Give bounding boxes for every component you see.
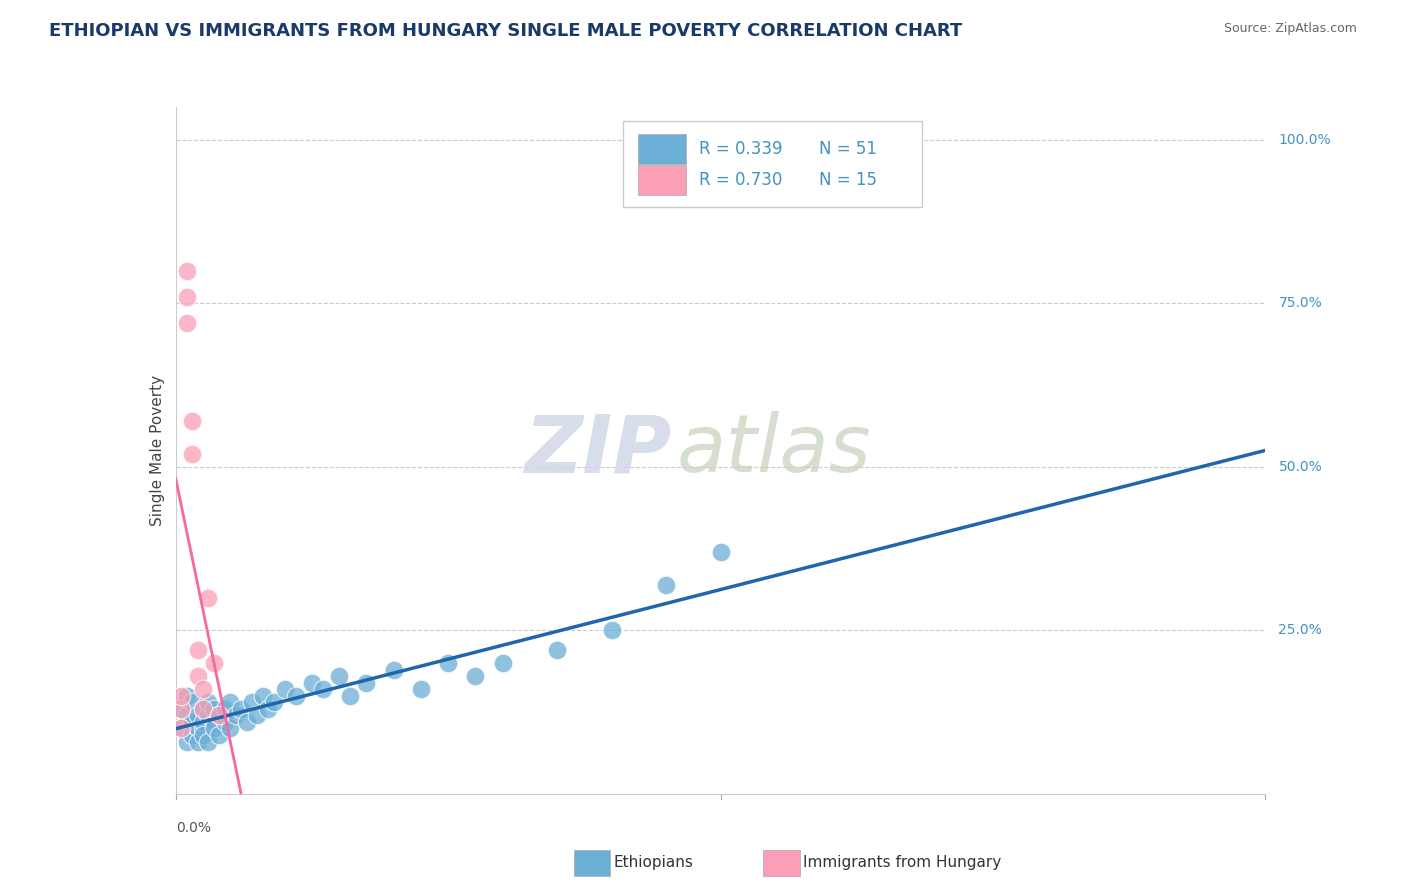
Point [231,702,253,716]
Point [186,722,209,736]
Point [176,734,198,748]
Point [219,695,242,709]
Point [176,689,198,703]
Text: ZIP: ZIP [524,411,672,490]
Point [202,722,225,736]
Text: N = 15: N = 15 [818,171,877,189]
Point [170,722,193,736]
Point [176,708,198,723]
Text: 25.0%: 25.0% [1278,624,1322,638]
Point [181,414,204,428]
Text: 0.0%: 0.0% [176,822,211,835]
Point [191,702,214,716]
Point [197,734,219,748]
Point [252,689,274,703]
Point [181,695,204,709]
Point [655,577,678,591]
Text: 50.0%: 50.0% [1278,459,1322,474]
Point [246,708,269,723]
Text: ETHIOPIAN VS IMMIGRANTS FROM HUNGARY SINGLE MALE POVERTY CORRELATION CHART: ETHIOPIAN VS IMMIGRANTS FROM HUNGARY SIN… [49,22,963,40]
Point [356,675,378,690]
Point [186,734,209,748]
Point [191,722,214,736]
Point [710,545,733,559]
Point [181,728,204,742]
Point [170,722,193,736]
Point [328,669,350,683]
Text: Ethiopians: Ethiopians [613,855,693,870]
Text: Immigrants from Hungary: Immigrants from Hungary [803,855,1001,870]
Text: atlas: atlas [678,411,872,490]
Point [191,714,214,729]
Point [191,682,214,697]
Point [240,695,263,709]
Point [191,728,214,742]
Point [186,708,209,723]
Point [208,708,231,723]
Point [176,290,198,304]
Point [464,669,486,683]
FancyBboxPatch shape [638,165,686,195]
FancyBboxPatch shape [623,120,922,207]
Point [202,702,225,716]
Text: Source: ZipAtlas.com: Source: ZipAtlas.com [1223,22,1357,36]
Point [301,675,323,690]
Point [170,702,193,716]
Point [409,682,432,697]
Text: R = 0.730: R = 0.730 [699,171,782,189]
Point [263,695,285,709]
Point [202,656,225,670]
FancyBboxPatch shape [638,134,686,164]
Point [197,708,219,723]
Point [284,689,307,703]
Text: 75.0%: 75.0% [1278,296,1322,310]
Point [437,656,460,670]
Point [181,714,204,729]
Point [214,714,236,729]
Text: R = 0.339: R = 0.339 [699,140,782,158]
Point [186,669,209,683]
Point [197,591,219,605]
Y-axis label: Single Male Poverty: Single Male Poverty [149,375,165,526]
Text: 100.0%: 100.0% [1278,133,1331,147]
Point [191,702,214,716]
Point [312,682,335,697]
Point [274,682,297,697]
Point [197,695,219,709]
Point [339,689,361,703]
Point [219,722,242,736]
Point [546,643,568,657]
Point [235,714,257,729]
Point [176,263,198,277]
Text: N = 51: N = 51 [818,140,877,158]
Point [208,708,231,723]
Point [257,702,280,716]
Point [202,714,225,729]
Point [225,708,247,723]
Point [600,624,623,638]
Point [214,702,236,716]
Point [382,663,405,677]
Point [492,656,515,670]
Point [186,643,209,657]
Point [208,728,231,742]
Point [176,316,198,330]
Point [170,689,193,703]
Point [181,447,204,461]
Point [170,702,193,716]
